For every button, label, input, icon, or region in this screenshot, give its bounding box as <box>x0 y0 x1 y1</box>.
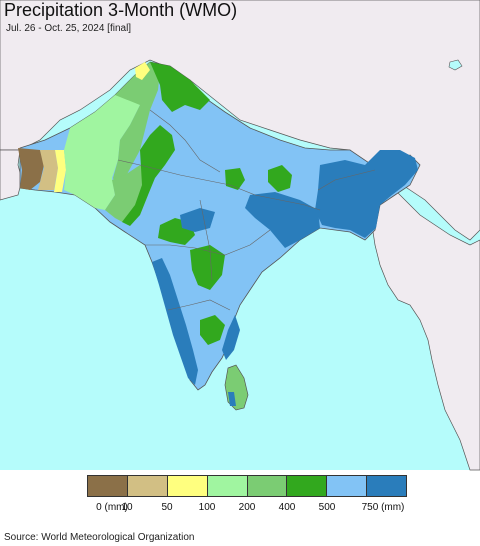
border-line-2 <box>149 109 221 173</box>
legend-swatch-2 <box>167 476 208 496</box>
zone-wet-southeast <box>222 315 240 360</box>
border-line-7 <box>317 169 376 191</box>
legend-label-4: 200 <box>238 502 256 513</box>
map-subtitle: Jul. 26 - Oct. 25, 2024 [final] <box>6 23 132 34</box>
lake <box>448 59 463 71</box>
source-credit: Source: World Meteorological Organizatio… <box>4 532 195 543</box>
zone-yellow-north <box>135 62 150 80</box>
zone-wet-central-east <box>245 192 320 248</box>
sri-lanka-wet <box>228 392 236 406</box>
legend-label-7: 750 (mm) <box>361 502 405 513</box>
legend-swatch-5 <box>287 476 328 496</box>
legend-label-3: 100 <box>198 502 216 513</box>
outside-land-north <box>0 0 480 241</box>
zone-green-himalaya <box>150 62 210 112</box>
border-line-4 <box>167 299 231 311</box>
border-line-6 <box>199 199 213 281</box>
zone-green-south <box>200 315 225 345</box>
legend-label-5: 400 <box>278 502 296 513</box>
border-line-1 <box>117 159 231 186</box>
legend-swatch-4 <box>247 476 288 496</box>
legend-label-2: 50 <box>161 502 173 513</box>
legend-label-1: 10 <box>121 502 133 513</box>
legend-swatch-3 <box>207 476 248 496</box>
zone-yellow <box>54 150 66 192</box>
outside-land-southeast <box>367 174 480 471</box>
legend-labels: 0 (mm) 10 50 100 200 400 500 750 (mm) <box>0 502 480 516</box>
zone-green-central2 <box>225 168 245 190</box>
legend-swatch-7 <box>367 476 406 496</box>
map-title: Precipitation 3-Month (WMO) <box>4 0 238 20</box>
zone-light-green-pak <box>64 90 140 210</box>
zone-very-dry <box>18 148 44 190</box>
legend-swatch-1 <box>127 476 168 496</box>
legend-label-0: 0 (mm) <box>96 502 128 513</box>
zone-green-deccan <box>190 245 225 290</box>
zone-wet-central <box>180 208 215 232</box>
legend-label-6: 500 <box>318 502 336 513</box>
zone-green-east <box>268 165 292 192</box>
legend-colorbar <box>87 475 407 497</box>
zone-dry <box>38 150 58 190</box>
zone-wet-west-coast <box>152 258 198 385</box>
border-line-5 <box>229 184 321 211</box>
outside-land-west <box>0 149 23 201</box>
zone-wet-northeast <box>315 150 418 238</box>
legend-swatch-6 <box>327 476 368 496</box>
legend-swatch-0 <box>88 476 128 496</box>
zone-mid-green-pak <box>113 62 160 190</box>
zone-green-north <box>122 125 175 226</box>
